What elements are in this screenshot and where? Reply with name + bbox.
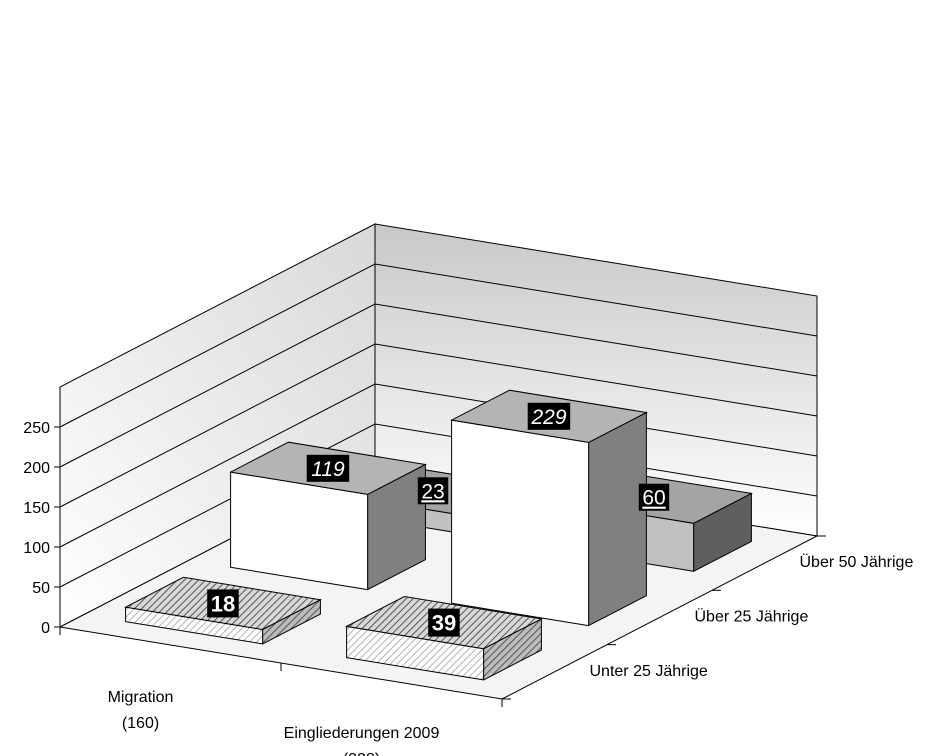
- y-tick-label: 0: [41, 620, 50, 637]
- y-tick-label: 150: [23, 500, 50, 517]
- category-sublabel: (160): [122, 715, 159, 732]
- gridline: [59, 383, 818, 548]
- series-label: Über 25 Jährige: [695, 608, 809, 626]
- data-label-box: [207, 589, 239, 618]
- bars: [124, 389, 753, 681]
- data-label: 39: [432, 611, 456, 636]
- category-label: Migration: [108, 689, 174, 706]
- data-label-box: [527, 402, 571, 430]
- category-label: Eingliederungen 2009: [284, 725, 440, 742]
- bar-front: [451, 419, 590, 627]
- y-tick-label: 50: [32, 580, 50, 597]
- data-label: 18: [211, 591, 235, 616]
- gridline: [59, 263, 818, 428]
- y-tick-label: 200: [23, 460, 50, 477]
- data-label: 60: [642, 487, 665, 510]
- series-label: Unter 25 Jährige: [590, 663, 708, 680]
- data-label: 119: [311, 458, 345, 481]
- category-sublabel: (328): [343, 751, 380, 756]
- labels: Migration (160) Eingliederungen 2009 (328) U…: [108, 402, 914, 756]
- axes: 0 50 100 150 200 250: [23, 387, 826, 707]
- data-label-box: [306, 454, 350, 482]
- data-label-box: [428, 608, 460, 637]
- data-label: 23: [421, 480, 444, 503]
- gridline: [59, 423, 818, 588]
- data-label-box: [638, 483, 670, 511]
- data-label: 229: [530, 406, 566, 429]
- gridline: [59, 303, 818, 468]
- y-tick-label: 250: [23, 420, 50, 437]
- gridlines: [59, 263, 818, 588]
- gridline: [59, 343, 818, 508]
- y-tick-label: 100: [23, 540, 50, 557]
- data-label-box: [417, 477, 449, 505]
- series-label: Über 50 Jährige: [800, 553, 914, 571]
- bar-side: [588, 411, 647, 627]
